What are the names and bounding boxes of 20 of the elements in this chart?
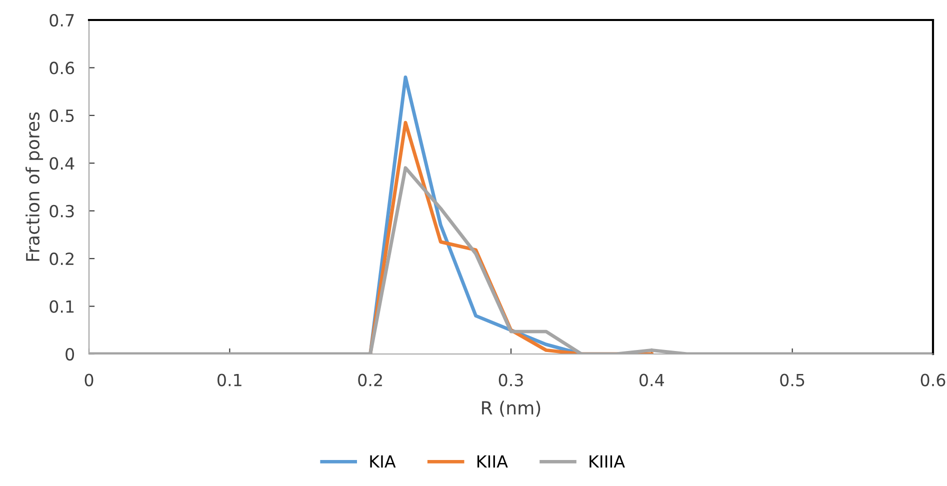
legend-label: KIIA: [477, 455, 508, 468]
x-tick-label: 0.6: [920, 374, 946, 386]
x-tick-label: 0.3: [498, 374, 523, 386]
y-tick-label: 0.5: [50, 109, 74, 122]
y-tick-label: 0.6: [50, 62, 74, 74]
y-tick-label: 0.7: [50, 14, 74, 27]
x-tick-label: 0: [84, 374, 94, 386]
y-tick-label: 0.3: [50, 204, 74, 218]
y-tick-label: 0.1: [50, 300, 74, 313]
x-tick-label: 0.2: [358, 374, 382, 386]
legend-label: KIIIA: [590, 455, 625, 468]
x-tick-label: 0.5: [780, 374, 804, 386]
x-axis-title: R (nm): [482, 400, 540, 417]
legend-label: KIA: [370, 455, 396, 468]
x-tick-label: 0.4: [640, 374, 664, 386]
y-tick-label: 0: [66, 348, 74, 361]
y-axis-title: Fraction of pores: [26, 112, 44, 261]
y-tick-label: 0.2: [50, 252, 74, 266]
y-tick-label: 0.4: [50, 157, 74, 170]
x-tick-label: 0.1: [218, 374, 242, 386]
